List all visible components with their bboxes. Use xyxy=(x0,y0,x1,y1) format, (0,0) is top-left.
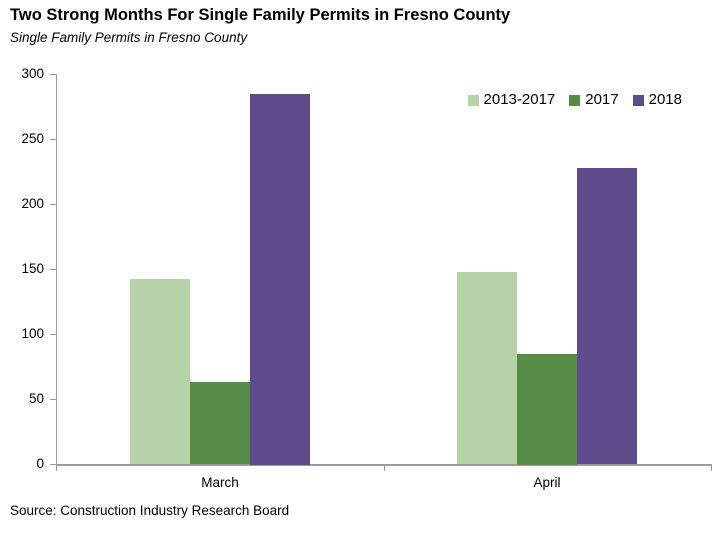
y-axis-tick-label: 50 xyxy=(28,391,44,406)
bar-march-2018 xyxy=(250,94,310,465)
y-axis-tick-label: 250 xyxy=(21,131,44,146)
legend-label: 2013-2017 xyxy=(483,91,556,108)
legend-label: 2017 xyxy=(585,91,619,108)
y-axis-tick-label: 100 xyxy=(21,326,44,341)
y-axis-tick-label: 300 xyxy=(21,66,44,81)
legend-item-2018: 2018 xyxy=(632,91,682,108)
y-axis-tick xyxy=(50,269,56,270)
legend-swatch-icon xyxy=(467,94,479,106)
legend-swatch-icon xyxy=(569,94,581,106)
y-axis-tick xyxy=(50,139,56,140)
y-axis-line xyxy=(56,74,57,464)
chart-title: Two Strong Months For Single Family Perm… xyxy=(10,6,511,24)
y-axis-tick xyxy=(50,204,56,205)
y-axis-tick xyxy=(50,399,56,400)
y-axis-tick xyxy=(50,334,56,335)
x-axis-tick xyxy=(384,464,385,471)
bar-march-2013-2017 xyxy=(130,279,190,464)
y-axis-tick-label: 0 xyxy=(36,456,44,471)
legend-item-2013-2017: 2013-2017 xyxy=(467,91,556,108)
legend: 2013-2017 2017 2018 xyxy=(467,91,682,108)
bar-april-2018 xyxy=(577,168,637,464)
legend-label: 2018 xyxy=(648,91,682,108)
x-axis-tick xyxy=(711,464,712,471)
y-axis-tick-label: 150 xyxy=(21,261,44,276)
x-axis-tick xyxy=(56,464,57,471)
bar-april-2013-2017 xyxy=(457,272,517,464)
legend-item-2017: 2017 xyxy=(569,91,619,108)
y-axis-tick xyxy=(50,74,56,75)
y-axis-tick-label: 200 xyxy=(21,196,44,211)
y-axis-tick xyxy=(50,464,56,465)
bar-march-2017 xyxy=(190,382,250,464)
source-note: Source: Construction Industry Research B… xyxy=(10,503,290,518)
chart-subtitle: Single Family Permits in Fresno County xyxy=(10,30,248,45)
x-axis-label-april: April xyxy=(533,475,561,490)
x-axis-label-march: March xyxy=(201,475,239,490)
bar-april-2017 xyxy=(517,354,577,465)
legend-swatch-icon xyxy=(632,94,644,106)
